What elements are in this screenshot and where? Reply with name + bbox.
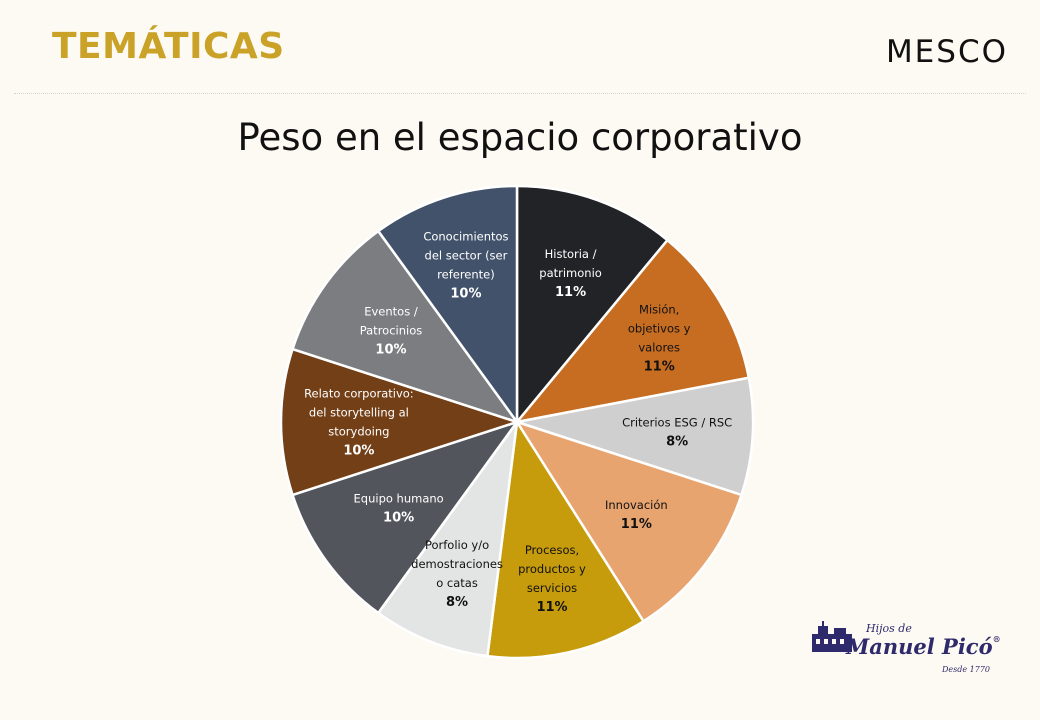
chart-title: Peso en el espacio corporativo [237,116,803,159]
slice-label-line: referente) [437,267,495,281]
slice-percent: 11% [555,285,586,300]
slice-percent: 11% [644,359,675,374]
slice-label: Eventos / Patrocinios 10% [360,304,423,357]
slice-percent: 10% [450,286,481,301]
pie-slice [486,418,646,660]
slice-label: Procesos, productos y servicios 11% [518,543,586,615]
slice-label-line: demostraciones [411,557,503,571]
slice-label-line: objetivos y [628,321,691,335]
slice-label-line: Criterios ESG / RSC [622,416,732,430]
pie-slice [514,419,744,623]
pie-slice [513,238,751,424]
slice-percent: 11% [621,517,652,532]
slice-label-line: valores [638,340,680,354]
slice-label-line: o catas [436,576,478,590]
slice-label-line: Historia / [545,247,597,261]
logo-line1: Hijos de [866,622,912,635]
slice-label-line: servicios [527,581,577,595]
winery-building-icon [812,621,852,652]
pie-slice [376,421,519,658]
slice-label-line: del sector (ser [425,248,508,262]
pie-slice [516,376,755,497]
slice-label-line: Innovación [605,498,668,512]
section-title: TEMÁTICAS [52,26,285,67]
slice-label-line: Equipo humano [354,492,444,506]
slice-label: Innovación 11% [605,498,668,532]
pie-slice [279,347,522,497]
logo-line2: Manuel Picó® [846,634,1001,659]
pie-slice [290,229,521,425]
slice-label: Conocimientos del sector (ser referente) 10… [423,229,508,301]
slice-percent: 10% [375,342,406,357]
slice-label: Historia / patrimonio 11% [539,247,602,300]
slice-label: Equipo humano 10% [354,492,444,526]
pie-slice [290,419,521,615]
logo-line3: Desde 1770 [942,665,991,674]
slice-label: Criterios ESG / RSC 8% [622,416,732,450]
slice-label-line: Porfolio y/o [425,538,489,552]
slice-percent: 8% [666,435,688,450]
slice-label-line: Procesos, [525,543,579,557]
slice-label-line: del storytelling al [309,406,409,420]
slice-label-line: productos y [518,562,586,576]
slice-label: Porfolio y/o demostraciones o catas 8% [411,538,503,610]
slice-label-line: Eventos / [364,304,418,318]
slice-label-line: Patrocinios [360,323,423,337]
slice-percent: 11% [536,600,567,615]
pie-slice [376,184,519,426]
slice-percent: 8% [446,595,468,610]
slice-label-line: patrimonio [539,266,602,280]
slice-label: Misión, objetivos y valores 11% [628,302,691,374]
slice-label-line: Misión, [639,302,679,316]
slice-label-line: Relato corporativo: [304,387,414,401]
slice-percent: 10% [383,511,414,526]
slice-label-line: Conocimientos [423,229,508,243]
pie-slice [515,184,670,426]
manuel-pico-logo: Hijos de Manuel Picó® Desde 1770 [810,618,1001,684]
brand-logo: MESCO [885,34,1008,70]
slice-label-line: storydoing [328,425,389,439]
header-divider [14,93,1026,94]
slice-label: Relato corporativo: del storytelling al st… [304,387,414,459]
slice-percent: 10% [343,444,374,459]
